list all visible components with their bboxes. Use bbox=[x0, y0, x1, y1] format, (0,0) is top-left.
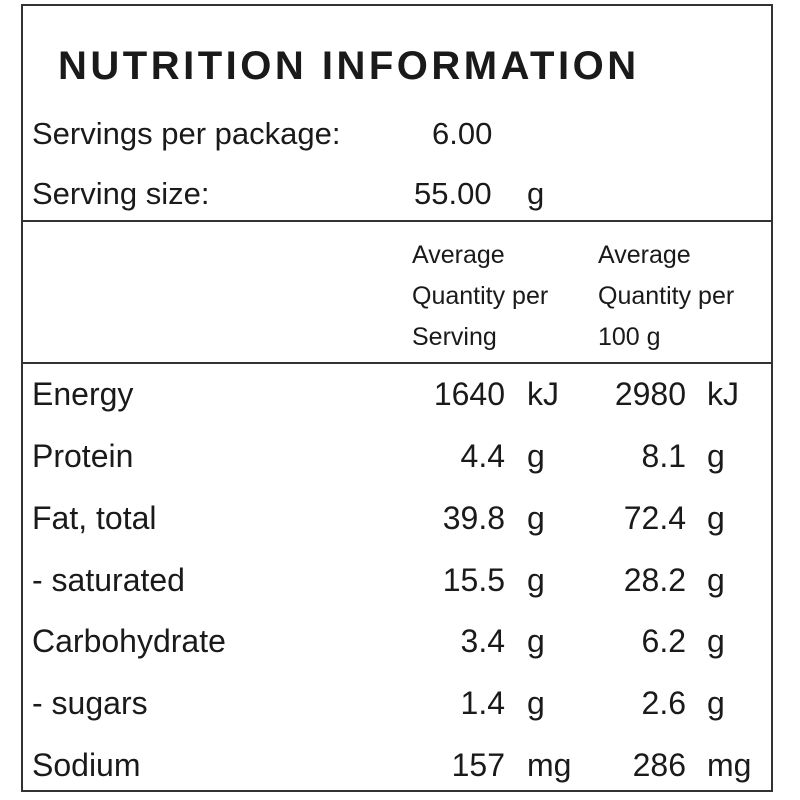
serving-size-unit: g bbox=[527, 176, 545, 211]
per-serving-value: 157 bbox=[451, 747, 505, 783]
per-serving-value: 3.4 bbox=[460, 623, 505, 659]
per-serving-value: 39.8 bbox=[442, 500, 505, 536]
nutrient-name: - sugars bbox=[32, 685, 148, 721]
column-header-per-serving-line: Average bbox=[412, 241, 505, 269]
nutrient-name: Fat, total bbox=[32, 500, 157, 536]
servings-per-package-label: Servings per package: bbox=[32, 116, 341, 151]
per-100g-unit: mg bbox=[707, 747, 752, 783]
per-100g-value: 8.1 bbox=[641, 438, 686, 474]
per-100g-value: 2980 bbox=[614, 376, 686, 412]
per-serving-value: 4.4 bbox=[460, 438, 505, 474]
per-100g-unit: kJ bbox=[707, 376, 739, 412]
per-serving-unit: g bbox=[527, 562, 545, 598]
serving-size-label: Serving size: bbox=[32, 176, 210, 211]
nutrient-name: Sodium bbox=[32, 747, 141, 783]
per-100g-unit: g bbox=[707, 562, 725, 598]
per-100g-unit: g bbox=[707, 685, 725, 721]
per-serving-unit: g bbox=[527, 500, 545, 536]
per-serving-unit: mg bbox=[527, 747, 572, 783]
per-100g-unit: g bbox=[707, 500, 725, 536]
per-100g-value: 28.2 bbox=[623, 562, 686, 598]
serving-size-value: 55.00 bbox=[414, 176, 492, 211]
per-serving-unit: g bbox=[527, 438, 545, 474]
column-header-per-serving-line: Serving bbox=[412, 323, 497, 351]
nutrition-panel: NUTRITION INFORMATION Servings per packa… bbox=[21, 4, 773, 792]
per-100g-unit: g bbox=[707, 623, 725, 659]
column-header-per-100g-line: 100 g bbox=[598, 323, 661, 351]
nutrient-name: Carbohydrate bbox=[32, 623, 226, 659]
per-serving-value: 1.4 bbox=[460, 685, 505, 721]
column-header-per-serving-line: Quantity per bbox=[412, 282, 549, 310]
per-serving-value: 1640 bbox=[433, 376, 505, 412]
per-serving-unit: g bbox=[527, 685, 545, 721]
column-header-per-serving: Average Quantity per Serving bbox=[412, 235, 548, 358]
panel-title: NUTRITION INFORMATION bbox=[58, 44, 640, 88]
column-header-per-100g-line: Quantity per bbox=[598, 282, 735, 310]
nutrient-name: - saturated bbox=[32, 562, 185, 598]
nutrient-name: Protein bbox=[32, 438, 134, 474]
column-header-divider bbox=[23, 362, 771, 364]
per-100g-value: 2.6 bbox=[641, 685, 686, 721]
column-header-per-100g-line: Average bbox=[598, 241, 691, 269]
nutrient-name: Energy bbox=[32, 376, 134, 412]
per-100g-value: 286 bbox=[632, 747, 686, 783]
servings-per-package-value: 6.00 bbox=[432, 116, 493, 151]
per-serving-value: 15.5 bbox=[442, 562, 505, 598]
per-serving-unit: g bbox=[527, 623, 545, 659]
per-serving-unit: kJ bbox=[527, 376, 559, 412]
per-100g-unit: g bbox=[707, 438, 725, 474]
header-divider bbox=[23, 220, 771, 222]
column-header-per-100g: Average Quantity per 100 g bbox=[598, 235, 734, 358]
per-100g-value: 72.4 bbox=[623, 500, 686, 536]
per-100g-value: 6.2 bbox=[641, 623, 686, 659]
